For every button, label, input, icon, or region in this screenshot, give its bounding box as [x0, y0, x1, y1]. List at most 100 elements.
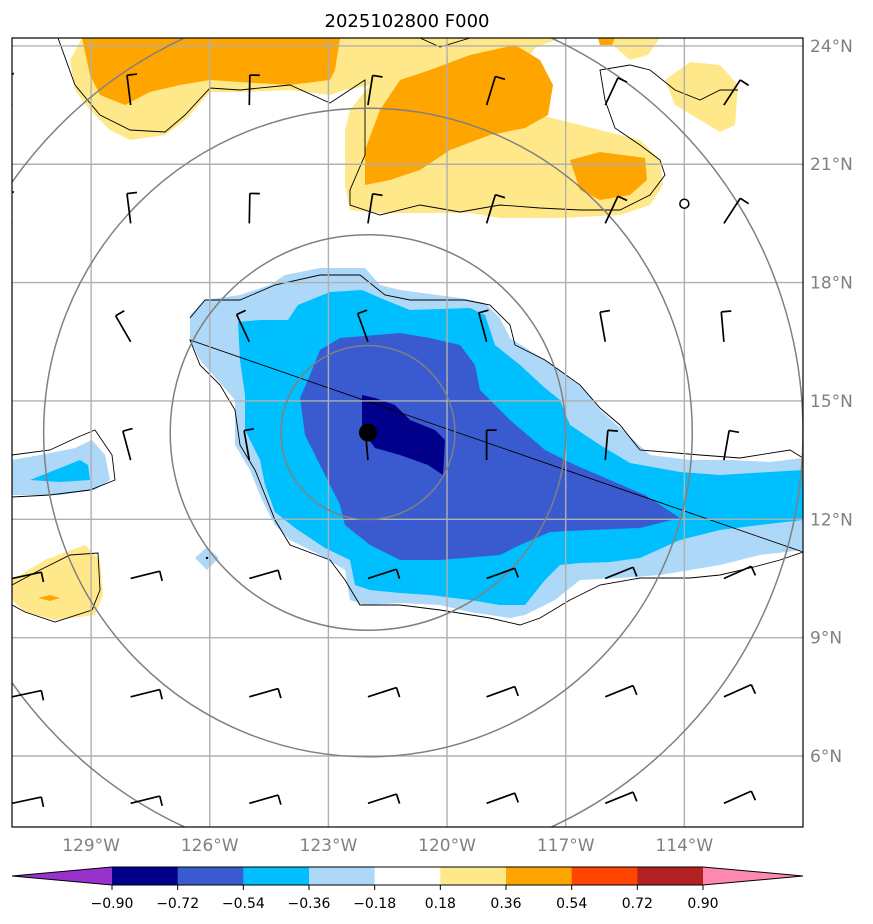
wind-barb [485, 75, 506, 106]
wind-barb [130, 795, 164, 806]
latitude-labels: 24°N 21°N 18°N 15°N 12°N 9°N 6°N [810, 37, 853, 767]
colorbar-tick-label: 0.72 [622, 896, 653, 912]
contour-west [12, 429, 116, 498]
wind-barb [235, 309, 251, 343]
shade-orange-n [365, 45, 553, 185]
wind-barb [723, 683, 757, 698]
lon-tick-label: 123°W [300, 836, 358, 856]
wind-barb [723, 429, 740, 461]
shaded-field [12, 38, 803, 620]
lat-tick-label: 15°N [810, 392, 853, 412]
wind-barb [243, 427, 255, 461]
wind-barb [249, 794, 282, 805]
wind-barb [367, 793, 401, 805]
wind-barbs [12, 72, 757, 808]
lon-tick-label: 126°W [181, 836, 239, 856]
range-ring [280, 344, 456, 521]
shade-negative-lightblue-w [12, 440, 110, 495]
shade-negative-blue-w [30, 460, 90, 482]
colorbar-segment [177, 867, 244, 885]
wind-barb [367, 74, 383, 106]
lat-tick-label: 9°N [810, 629, 842, 649]
wind-barb [130, 570, 164, 582]
lat-tick-label: 6°N [810, 747, 842, 767]
wind-barb [478, 309, 489, 342]
contour-lines [12, 38, 803, 626]
shade-positive-ne [665, 62, 738, 132]
colorbar-segment [309, 867, 376, 885]
wind-barb [604, 429, 618, 461]
colorbar-tick-label: 0.18 [425, 896, 456, 912]
wind-barb [126, 191, 138, 224]
wind-barb [604, 195, 628, 224]
colorbar-segment [571, 867, 638, 885]
wind-barb [486, 792, 520, 805]
lon-tick-label: 129°W [62, 836, 120, 856]
colorbar: −0.90 −0.72 −0.54 −0.36 −0.18 0.18 0.36 0.54 0.7… [11, 866, 804, 912]
lat-tick-label: 24°N [810, 37, 853, 57]
colorbar-tick-label: −0.90 [91, 896, 134, 912]
wind-barb [367, 686, 401, 698]
wind-barb [356, 309, 369, 343]
lon-tick-label: 120°W [418, 836, 476, 856]
wind-barb [723, 79, 750, 106]
wind-barb [604, 684, 638, 698]
colorbar-tick-label: −0.54 [222, 896, 265, 912]
shade-positive-west [12, 545, 103, 620]
wind-barb [486, 567, 520, 580]
range-rings [12, 38, 803, 827]
wind-barb [12, 457, 13, 461]
colorbar-tick-label: 0.90 [687, 896, 718, 912]
wind-barb [12, 689, 45, 701]
range-ring [169, 234, 567, 631]
shade-orange-nw [82, 38, 340, 105]
wind-barb [126, 73, 138, 106]
lon-tick-label: 117°W [537, 836, 595, 856]
storm-center-marker [358, 423, 377, 442]
wind-barb [485, 193, 506, 224]
colorbar-extend-high [703, 867, 803, 885]
colorbar-segment [637, 867, 704, 885]
contour-negative-s [189, 339, 803, 626]
plot-title: 2025102800 F000 [325, 11, 490, 32]
wind-barb [723, 790, 757, 805]
colorbar-extend-low [12, 867, 112, 885]
speck-dot [205, 556, 209, 560]
shade-positive-north [70, 38, 663, 218]
plot-area [12, 38, 803, 827]
wind-barb [367, 192, 383, 224]
range-ring [42, 107, 694, 758]
wind-barb [599, 309, 611, 342]
wind-barb [249, 569, 282, 581]
wind-barb [130, 688, 164, 700]
wind-barb [720, 310, 732, 342]
wind-barb [367, 568, 401, 580]
lat-tick-label: 18°N [810, 274, 853, 294]
wind-barb [723, 565, 757, 580]
colorbar-segment [506, 867, 573, 885]
gridlines [12, 38, 803, 827]
colorbar-segment [374, 867, 441, 885]
wind-barb [723, 197, 750, 224]
lat-tick-label: 12°N [810, 510, 853, 530]
colorbar-segment [440, 867, 507, 885]
wind-barb [604, 77, 628, 106]
wind-barb [248, 74, 260, 106]
wind-barb [12, 340, 13, 342]
lat-tick-label: 21°N [810, 155, 853, 175]
colorbar-tick-label: −0.18 [353, 896, 396, 912]
shade-orange-n2 [598, 38, 615, 45]
contour-west-2 [12, 552, 101, 623]
wind-barb [485, 429, 497, 461]
wind-barb [12, 796, 45, 808]
wind-barb [249, 687, 282, 699]
colorbar-tick-label: 0.36 [490, 896, 521, 912]
shade-orange-w [38, 595, 60, 601]
shade-negative-navy [362, 395, 445, 475]
open-circle-marker [679, 198, 690, 209]
wind-barb [114, 310, 132, 343]
contour-north-2 [419, 38, 471, 48]
wind-barb [248, 192, 260, 224]
longitude-labels: 129°W 126°W 123°W 120°W 117°W 114°W [62, 836, 713, 856]
